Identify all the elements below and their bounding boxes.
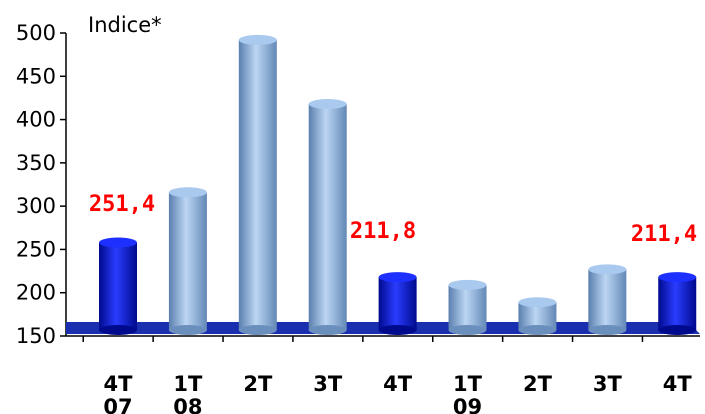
bar (378, 272, 417, 335)
x-tick-label: 3T (593, 372, 623, 396)
chart-title: Indice* (88, 13, 162, 37)
bar-cap (518, 297, 557, 308)
bar-bottom (238, 325, 277, 335)
bar-body (378, 277, 417, 330)
x-tick-label: 3T (313, 372, 343, 396)
y-tick-label: 200 (16, 281, 56, 305)
bar-body (588, 269, 627, 330)
bar-body (238, 39, 277, 330)
bar (168, 187, 207, 335)
bar-cap (588, 264, 627, 275)
bar-cap (168, 187, 207, 198)
x-tick-label: 1T (453, 372, 483, 396)
y-tick-label: 150 (16, 324, 56, 348)
y-tick-label: 450 (16, 64, 56, 88)
bar-cap (99, 237, 137, 248)
bar-layer (99, 34, 697, 335)
y-tick-label: 300 (16, 194, 56, 218)
bar-cap (378, 272, 417, 283)
bar-body (99, 242, 137, 330)
data-label: 211,4 (631, 222, 697, 247)
bar-bottom (518, 325, 557, 335)
bar-bottom (658, 325, 697, 335)
bar-body (658, 277, 697, 330)
x-tick-label: 1T (173, 372, 203, 396)
x-tick-label-year: 08 (173, 395, 202, 414)
bar (99, 237, 137, 335)
x-tick-label: 4T (663, 372, 693, 396)
x-tick-label-year: 09 (453, 395, 482, 414)
x-tick-label: 2T (523, 372, 553, 396)
bar-bottom (448, 325, 487, 335)
bar-bottom (378, 325, 417, 335)
x-tick-label: 4T (104, 372, 134, 396)
bar-bottom (99, 325, 137, 335)
y-tick-label: 350 (16, 151, 56, 175)
bar (588, 264, 627, 335)
bar-cap (238, 34, 277, 45)
x-tick-label: 4T (383, 372, 413, 396)
bar-bottom (588, 325, 627, 335)
bar-cap (448, 279, 487, 290)
y-tick-label: 400 (16, 108, 56, 132)
axis-layer: 150 200 250 300 350 400 450 500 (16, 21, 700, 348)
bar-body (308, 103, 347, 330)
bar-cap (308, 98, 347, 109)
bar-body (448, 284, 487, 330)
bar-body (168, 192, 207, 330)
bar (238, 34, 277, 335)
bar-bottom (308, 325, 347, 335)
x-tick-label: 2T (243, 372, 273, 396)
data-label: 211,8 (350, 219, 416, 244)
data-label: 251,4 (89, 192, 155, 217)
bar-bottom (168, 325, 207, 335)
bar (308, 98, 347, 335)
bar (448, 279, 487, 335)
bar-cap (658, 272, 697, 283)
y-tick-label: 500 (16, 21, 56, 45)
y-tick-label: 250 (16, 237, 56, 261)
bar (658, 272, 697, 335)
bar (518, 297, 557, 335)
x-tick-label-year: 07 (103, 395, 132, 414)
